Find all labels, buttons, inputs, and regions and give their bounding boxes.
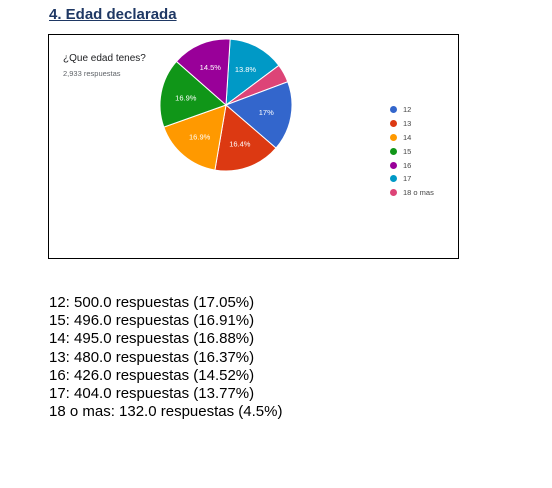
legend-label: 14 — [403, 132, 412, 142]
legend-label: 15 — [403, 146, 412, 156]
slice-label-16: 14.5% — [200, 63, 222, 72]
summary-line: 12: 500.0 respuestas (17.05%) — [49, 294, 255, 311]
pie-slice-16 — [175, 38, 231, 107]
legend-item-15: 15 — [390, 144, 434, 158]
slice-label-13: 16.4% — [229, 140, 251, 149]
pie-chart: 13.8% 17% 16.4% 16.9% 16.9% 14.5% — [159, 38, 293, 172]
summary-line: 13: 480.0 respuestas (16.37%) — [49, 348, 255, 366]
legend-swatch — [390, 106, 397, 114]
summary-list: 12: 500.0 respuestas (17.05%) 15: 496.0 r… — [49, 294, 282, 421]
legend-label: 13 — [403, 119, 412, 129]
legend-swatch — [390, 175, 397, 183]
legend-item-13: 13 — [390, 117, 434, 131]
pie-slice-12 — [225, 81, 293, 149]
legend-item-16: 16 — [390, 158, 434, 172]
slice-label-12: 17% — [259, 108, 274, 117]
response-count: 2,933 respuestas — [63, 69, 121, 78]
summary-line: 14: 495.0 respuestas (16.88%) — [49, 330, 255, 348]
legend-swatch — [390, 120, 397, 128]
pie-slice-15 — [159, 60, 227, 128]
legend-swatch — [390, 189, 397, 197]
legend-label: 16 — [403, 160, 412, 170]
legend-item-12: 12 — [390, 103, 434, 117]
legend-label: 17 — [403, 174, 412, 184]
slice-label-15: 16.9% — [175, 93, 197, 102]
summary-line: 16: 426.0 respuestas (14.52%) — [49, 366, 255, 384]
legend-label: 18 o mas — [403, 188, 434, 198]
question-title: ¿Que edad tenes? — [63, 53, 146, 64]
chart-card: ¿Que edad tenes? 2,933 respuestas 13.8% 1… — [48, 34, 459, 259]
pie-slice-13 — [214, 104, 277, 172]
legend-item-18-o-mas: 18 o mas — [390, 186, 434, 200]
section-heading: 4. Edad declarada — [49, 6, 177, 23]
chart-legend: 12 13 14 15 16 17 18 o mas — [390, 103, 434, 200]
pie-slice-17 — [225, 38, 280, 107]
legend-swatch — [390, 133, 397, 141]
summary-line: 18 o mas: 132.0 respuestas (4.5%) — [49, 403, 283, 421]
slice-label-17: 13.8% — [235, 65, 257, 74]
pie-slice-14 — [163, 104, 227, 171]
summary-line: 17: 404.0 respuestas (13.77%) — [49, 385, 255, 403]
legend-swatch — [390, 161, 397, 169]
legend-swatch — [390, 147, 397, 155]
legend-label: 12 — [403, 105, 412, 115]
summary-line: 15: 496.0 respuestas (16.91%) — [49, 312, 255, 330]
legend-item-17: 17 — [390, 172, 434, 186]
legend-item-14: 14 — [390, 131, 434, 145]
slice-label-14: 16.9% — [189, 132, 211, 141]
